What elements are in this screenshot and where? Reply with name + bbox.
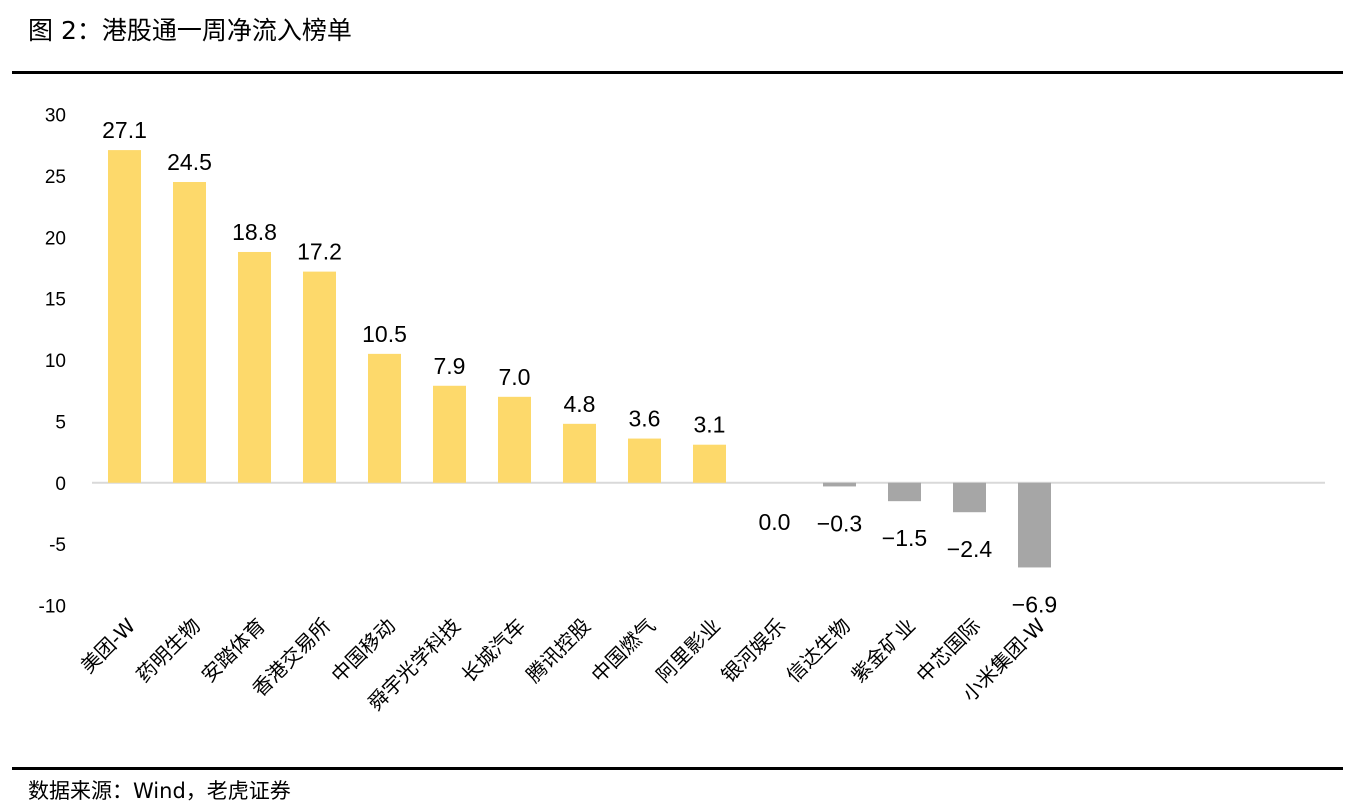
- data-label: 3.1: [694, 412, 726, 438]
- category-label: 银河娱乐: [716, 614, 790, 688]
- bar: [953, 482, 986, 513]
- data-label: 18.8: [232, 219, 277, 245]
- category-label: 阿里影业: [651, 614, 725, 688]
- bar: [1018, 482, 1051, 568]
- bar: [368, 353, 401, 483]
- data-label: 27.1: [102, 117, 147, 143]
- figure-title: 图 2：港股通一周净流入榜单: [28, 16, 352, 45]
- data-label: 17.2: [297, 239, 342, 265]
- y-tick-label: 10: [45, 351, 66, 372]
- data-label: 7.0: [499, 364, 531, 390]
- top-rule: [12, 71, 1343, 74]
- bar: [303, 271, 336, 483]
- bar: [108, 150, 141, 483]
- y-tick-label: 25: [45, 167, 66, 188]
- y-tick-label: -5: [49, 535, 66, 556]
- bar: [238, 251, 271, 483]
- category-label: 药明生物: [131, 614, 205, 688]
- y-axis-ticks: 30 25 20 15 10 5 0 -5 -10: [39, 106, 66, 618]
- y-tick-label: 20: [45, 228, 66, 249]
- category-labels: 美团-W药明生物安踏体育香港交易所中国移动舜宇光学科技长城汽车腾讯控股中国燃气阿…: [76, 613, 1051, 715]
- data-label: 0.0: [759, 509, 791, 535]
- y-tick-label: 15: [45, 290, 66, 311]
- bar: [628, 438, 661, 483]
- category-label: 信达生物: [781, 614, 855, 688]
- y-tick-label: 0: [55, 474, 66, 495]
- category-label: 紫金矿业: [846, 614, 920, 688]
- data-label: 24.5: [167, 149, 212, 175]
- data-label: 4.8: [564, 391, 596, 417]
- data-label: −6.9: [1012, 591, 1057, 617]
- y-tick-label: 30: [45, 106, 66, 127]
- data-label: −2.4: [947, 536, 993, 562]
- category-label: 美团-W: [76, 613, 140, 678]
- y-tick-label: -10: [39, 597, 66, 618]
- y-tick-label: 5: [55, 412, 66, 433]
- bars: [108, 150, 1051, 568]
- data-label: 10.5: [362, 321, 407, 347]
- category-label: 腾讯控股: [521, 614, 595, 688]
- bar: [888, 482, 921, 502]
- bar: [173, 182, 206, 483]
- bar: [498, 396, 531, 483]
- data-label: −0.3: [817, 510, 862, 536]
- bar: [563, 423, 596, 483]
- data-label: 7.9: [434, 353, 466, 379]
- bar: [693, 444, 726, 483]
- category-label: 中国燃气: [586, 614, 660, 688]
- bar: [433, 385, 466, 483]
- source-note: 数据来源：Wind，老虎证券: [28, 779, 291, 803]
- data-label: 3.6: [629, 406, 661, 432]
- data-labels: 27.1 24.5 18.8 17.2 10.5 7.9 7.0 4.8 3.6 3.1 0.0 −0…: [102, 117, 1057, 617]
- bottom-rule: [12, 767, 1343, 770]
- bar: [823, 482, 856, 487]
- data-label: −1.5: [882, 525, 927, 551]
- category-label: 长城汽车: [456, 614, 530, 688]
